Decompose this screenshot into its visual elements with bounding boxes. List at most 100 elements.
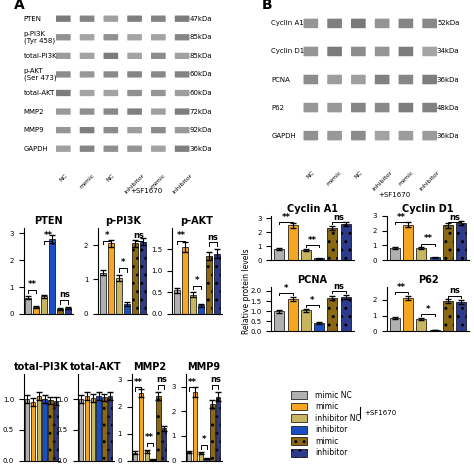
- Bar: [49, 239, 55, 314]
- Bar: [187, 452, 191, 461]
- FancyBboxPatch shape: [103, 34, 118, 40]
- Title: p-PI3K: p-PI3K: [105, 216, 141, 226]
- FancyBboxPatch shape: [80, 90, 94, 96]
- FancyBboxPatch shape: [351, 47, 366, 56]
- Bar: [174, 290, 180, 314]
- FancyBboxPatch shape: [327, 103, 342, 112]
- Bar: [456, 223, 466, 260]
- Title: PTEN: PTEN: [34, 216, 63, 226]
- FancyBboxPatch shape: [327, 131, 342, 141]
- Bar: [314, 323, 324, 331]
- Bar: [190, 295, 196, 314]
- Bar: [341, 224, 351, 260]
- Bar: [31, 402, 35, 461]
- Text: *: *: [120, 258, 125, 267]
- FancyBboxPatch shape: [56, 109, 71, 115]
- Text: *: *: [104, 231, 109, 240]
- Bar: [34, 307, 39, 314]
- FancyBboxPatch shape: [291, 438, 307, 445]
- Text: mimic: mimic: [397, 169, 414, 187]
- Bar: [133, 453, 137, 461]
- FancyBboxPatch shape: [151, 16, 166, 22]
- Bar: [124, 304, 130, 314]
- FancyBboxPatch shape: [375, 47, 390, 56]
- Text: total-AKT: total-AKT: [24, 90, 55, 96]
- Text: MMP2: MMP2: [24, 109, 44, 115]
- Text: ns: ns: [133, 231, 144, 240]
- Text: **: **: [308, 236, 317, 245]
- Text: GAPDH: GAPDH: [24, 146, 48, 152]
- FancyBboxPatch shape: [291, 426, 307, 434]
- FancyBboxPatch shape: [151, 127, 166, 133]
- Bar: [43, 399, 47, 461]
- Text: ns: ns: [210, 376, 221, 384]
- Text: 85kDa: 85kDa: [189, 34, 212, 40]
- Text: 36kDa: 36kDa: [437, 133, 459, 139]
- Bar: [216, 397, 220, 461]
- Text: B: B: [261, 0, 272, 12]
- Text: NC: NC: [306, 169, 316, 179]
- FancyBboxPatch shape: [351, 131, 366, 141]
- Text: 60kDa: 60kDa: [189, 90, 212, 96]
- Text: NC: NC: [106, 173, 116, 183]
- FancyBboxPatch shape: [56, 53, 71, 59]
- Bar: [48, 400, 53, 461]
- Bar: [341, 297, 351, 331]
- FancyBboxPatch shape: [351, 75, 366, 84]
- Text: inhibitor: inhibitor: [419, 169, 441, 191]
- Bar: [416, 319, 426, 331]
- Text: 92kDa: 92kDa: [189, 127, 212, 133]
- Text: Cyclin D1: Cyclin D1: [271, 48, 304, 55]
- Text: mimic: mimic: [315, 437, 338, 446]
- FancyBboxPatch shape: [80, 53, 94, 59]
- FancyBboxPatch shape: [103, 16, 118, 22]
- Text: **: **: [176, 231, 185, 240]
- Text: PTEN: PTEN: [24, 16, 42, 22]
- Bar: [85, 396, 89, 461]
- Text: *: *: [310, 296, 315, 305]
- Bar: [26, 298, 31, 314]
- FancyBboxPatch shape: [80, 146, 94, 152]
- Bar: [65, 308, 72, 314]
- FancyBboxPatch shape: [103, 53, 118, 59]
- Bar: [193, 392, 197, 461]
- FancyBboxPatch shape: [56, 34, 71, 40]
- FancyBboxPatch shape: [303, 103, 318, 112]
- FancyBboxPatch shape: [151, 109, 166, 115]
- FancyBboxPatch shape: [80, 127, 94, 133]
- Text: 47kDa: 47kDa: [189, 16, 212, 22]
- FancyBboxPatch shape: [175, 146, 190, 152]
- Text: GAPDH: GAPDH: [271, 133, 296, 139]
- FancyBboxPatch shape: [103, 90, 118, 96]
- Text: +SF1670: +SF1670: [130, 188, 163, 194]
- Text: 60kDa: 60kDa: [189, 71, 212, 78]
- Bar: [57, 309, 64, 314]
- Title: Cyclin D1: Cyclin D1: [402, 204, 454, 213]
- Text: *: *: [201, 436, 206, 445]
- Bar: [456, 302, 466, 331]
- FancyBboxPatch shape: [127, 71, 142, 78]
- Bar: [204, 458, 209, 461]
- FancyBboxPatch shape: [151, 34, 166, 40]
- Text: 34kDa: 34kDa: [437, 48, 459, 55]
- FancyBboxPatch shape: [375, 131, 390, 141]
- FancyBboxPatch shape: [175, 16, 190, 22]
- FancyBboxPatch shape: [351, 19, 366, 28]
- Text: 36kDa: 36kDa: [437, 77, 459, 83]
- Bar: [429, 257, 440, 260]
- Title: PCNA: PCNA: [298, 275, 328, 285]
- Bar: [328, 228, 337, 260]
- FancyBboxPatch shape: [151, 71, 166, 78]
- Title: Cyclin A1: Cyclin A1: [287, 204, 338, 213]
- Bar: [198, 306, 204, 314]
- Bar: [102, 397, 107, 461]
- FancyBboxPatch shape: [375, 19, 390, 28]
- FancyBboxPatch shape: [351, 103, 366, 112]
- FancyBboxPatch shape: [291, 449, 307, 457]
- FancyBboxPatch shape: [103, 146, 118, 152]
- Text: P62: P62: [271, 104, 284, 110]
- Text: **: **: [397, 213, 406, 222]
- FancyBboxPatch shape: [175, 109, 190, 115]
- Text: inhibitor: inhibitor: [171, 173, 193, 195]
- Text: ns: ns: [449, 286, 460, 295]
